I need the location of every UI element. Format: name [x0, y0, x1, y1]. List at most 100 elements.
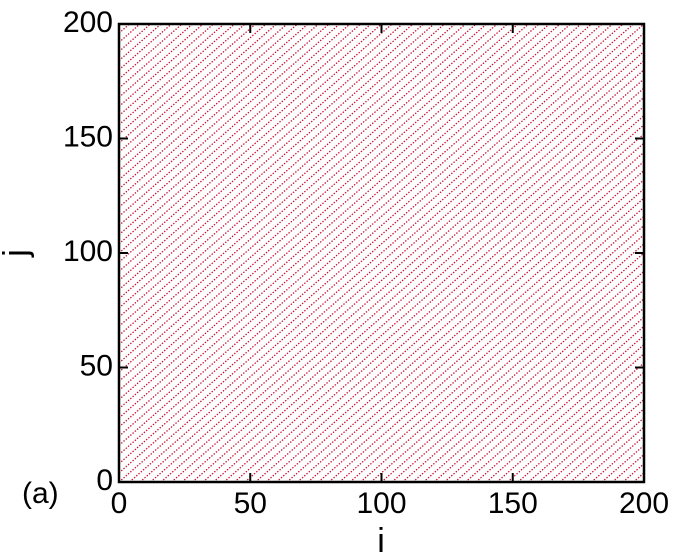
- x-axis-label: i: [377, 522, 385, 557]
- lattice-diagonal: [171, 69, 644, 482]
- lattice-diagonal: [119, 24, 477, 336]
- lattice-diagonal: [119, 24, 351, 227]
- y-tick-label: 150: [63, 120, 113, 153]
- lattice-diagonal: [244, 133, 644, 482]
- lattice-diagonal: [119, 24, 340, 217]
- lattice-diagonal: [119, 24, 582, 428]
- lattice-diagonal: [318, 197, 644, 482]
- lattice-diagonal: [339, 215, 644, 482]
- lattice-diagonal: [119, 24, 508, 364]
- lattice-diagonal: [234, 124, 644, 482]
- y-axis-label: j: [0, 249, 35, 258]
- lattice-diagonal: [119, 24, 435, 300]
- lattice-diagonal: [119, 24, 204, 98]
- lattice-diagonal: [423, 289, 644, 482]
- lattice-diagonal: [549, 399, 644, 482]
- lattice-diagonal: [454, 316, 644, 482]
- lattice-diagonal: [119, 24, 193, 89]
- lattice-diagonal: [119, 24, 330, 208]
- y-tick-label: 50: [80, 349, 113, 382]
- lattice-diagonal: [601, 444, 644, 482]
- lattice-diagonal: [119, 24, 550, 401]
- x-tick-label: 200: [619, 487, 669, 520]
- lattice-diagonal: [119, 24, 613, 456]
- x-tick-label: 150: [488, 487, 538, 520]
- lattice-diagonal: [119, 24, 466, 327]
- y-tick-label: 100: [63, 235, 113, 268]
- panel-label: (a): [22, 477, 59, 510]
- lattice-diagonal: [202, 96, 644, 482]
- lattice-diagonal: [213, 105, 644, 482]
- lattice-diagonal: [633, 472, 644, 482]
- lattice-diagonal: [119, 24, 498, 355]
- lattice-diagonal: [612, 454, 644, 482]
- lattice-diagonal: [119, 24, 382, 254]
- lattice-diagonal: [475, 334, 644, 482]
- lattice-diagonal: [119, 24, 319, 199]
- lattice-diagonal: [119, 24, 624, 465]
- lattice-diagonal: [119, 24, 256, 144]
- lattice-diagonal: [119, 24, 487, 346]
- lattice-diagonal: [465, 325, 644, 482]
- lattice-diagonal: [119, 24, 393, 263]
- lattice-diagonal: [391, 261, 644, 482]
- lattice-diagonal: [181, 78, 644, 482]
- lattice-diagonal: [119, 24, 298, 181]
- lattice-diagonal: [297, 179, 644, 482]
- lattice-diagonal: [119, 24, 235, 126]
- lattice-diagonal: [255, 142, 644, 482]
- lattice-diagonal: [150, 50, 644, 482]
- lattice-diagonal: [349, 225, 644, 482]
- lattice-diagonal: [286, 170, 644, 482]
- lattice-diagonal: [119, 24, 414, 281]
- lattice-diagonal: [119, 24, 183, 80]
- lattice-diagonal: [444, 307, 644, 482]
- lattice-diagonal: [119, 24, 561, 410]
- lattice-diagonal: [528, 380, 644, 482]
- lattice-diagonal: [160, 60, 644, 482]
- lattice-diagonal: [119, 24, 162, 62]
- lattice-diagonal: [139, 41, 644, 482]
- lattice-diagonal: [559, 408, 644, 482]
- lattice-diagonal: [381, 252, 644, 482]
- lattice-diagonal: [402, 270, 644, 482]
- lattice-diagonal: [119, 24, 277, 162]
- lattice-diagonal: [119, 24, 309, 190]
- lattice-diagonal: [119, 24, 529, 382]
- lattice-diagonal: [119, 24, 130, 34]
- lattice-diagonal: [591, 435, 644, 482]
- lattice-diagonal: [622, 463, 644, 482]
- lattice-diagonal: [119, 24, 267, 153]
- lattice-diagonal: [328, 206, 644, 482]
- lattice-diagonal: [433, 298, 644, 482]
- x-tick-label: 0: [111, 487, 128, 520]
- lattice-diagonal: [370, 243, 644, 482]
- y-tick-label: 200: [63, 6, 113, 39]
- lattice-diagonal: [570, 417, 644, 482]
- lattice-diagonal: [119, 24, 214, 107]
- y-tick-label: 0: [96, 464, 113, 497]
- lattice-diagonal: [412, 279, 644, 482]
- lattice-diagonal: [119, 24, 151, 52]
- x-tick-label: 100: [356, 487, 406, 520]
- lattice-diagonal: [119, 24, 141, 43]
- lattice-diagonal: [129, 32, 644, 482]
- lattice-diagonal: [119, 24, 519, 373]
- lattice-diagonal: [276, 160, 644, 482]
- x-tick-label: 50: [234, 487, 267, 520]
- lattice-diagonal: [496, 353, 644, 482]
- lattice-diagonal: [360, 234, 644, 482]
- lattice-diagonal: [119, 24, 634, 474]
- lattice-diagonal: [119, 24, 172, 71]
- lattice-diagonal: [119, 24, 603, 446]
- lattice-diagonal: [507, 362, 644, 482]
- lattice-diagonal: [119, 24, 445, 309]
- lattice-diagonal: [119, 24, 644, 482]
- lattice-diagonal: [517, 371, 644, 482]
- lattice-diagonal: [119, 24, 424, 291]
- lattice-points: [119, 24, 644, 482]
- lattice-diagonal: [538, 389, 644, 482]
- lattice-diagonal: [119, 24, 403, 272]
- lattice-diagonal: [307, 188, 644, 482]
